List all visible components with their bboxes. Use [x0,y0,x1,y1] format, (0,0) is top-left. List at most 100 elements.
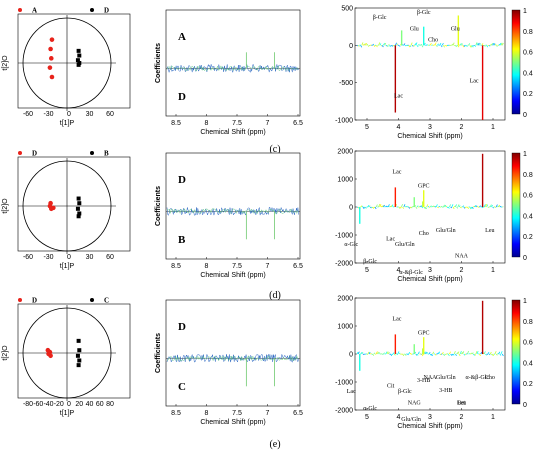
score-x-tick-label: 60 [106,111,114,118]
stocsy-spectrum-segment [500,351,503,355]
loading-x-tick-label: 8.5 [171,410,181,417]
stocsy-spectrum-segment [458,44,461,46]
score-point [49,74,55,80]
stocsy-spectrum-segment [459,206,462,209]
legend-label: D [32,150,37,158]
stocsy-spectrum-segment [378,352,381,355]
stocsy-spectrum-segment [491,204,493,208]
stocsy-x-tick-label: 2 [460,414,464,421]
score-point [46,350,52,356]
score-x-tick-label: 80 [106,401,114,408]
stocsy-spectrum-segment [421,353,424,357]
stocsy-spectrum-segment [413,45,415,47]
stocsy-spectrum-segment [421,206,424,209]
loading-x-tick-label: 8.5 [171,263,181,270]
stocsy-x-tick-label: 2 [460,124,464,131]
stocsy-spectrum-segment [383,352,385,355]
stocsy-spectrum-segment [450,206,453,209]
stocsy-annotation: Cit [387,384,395,390]
stocsy-spectrum-segment [386,351,389,355]
loading-x-tick-label: 6.5 [293,410,303,417]
score-point [77,211,82,216]
stocsy-spectrum-segment [453,205,456,208]
stocsy-spectrum-segment [440,45,443,48]
stocsy-spectrum-segment [481,206,484,209]
stocsy-spectrum-segment [434,42,437,46]
stocsy-annotation: NAG [408,400,422,406]
colorbar-tick-label: 0 [523,255,527,262]
stocsy-spectrum-segment [379,203,382,208]
score-point [76,363,81,368]
loading-trace-blue [166,353,299,363]
stocsy-spectrum-segment [429,43,432,46]
stocsy-spectrum-segment [461,43,463,46]
score-x-tick-label: 60 [106,254,114,261]
stocsy-spectrum-segment [463,353,466,356]
stocsy-x-axis-label: Chemical Shift (ppm) [397,423,462,430]
stocsy-spectrum-segment [385,44,388,47]
stocsy-spectrum-segment [469,45,472,48]
stocsy-spectrum-segment [434,353,437,356]
stocsy-spectrum-segment [441,42,444,46]
stocsy-spectrum-segment [373,206,376,209]
stocsy-spectrum-segment [409,206,412,209]
stocsy-spectrum-segment [423,206,426,210]
stocsy-spectrum-segment [475,351,478,355]
stocsy-spectrum-segment [374,206,377,210]
stocsy-spectrum-segment [390,205,393,208]
colorbar-tick-label: 0.2 [523,234,533,241]
stocsy-spectrum-segment [479,353,481,357]
stocsy-x-axis-label: Chemical Shift (ppm) [397,133,462,140]
stocsy-y-tick-label: -1000 [335,118,353,125]
stocsy-spectrum-segment [398,206,401,209]
stocsy-spectrum-segment [445,205,448,208]
stocsy-spectrum-segment [475,42,478,46]
stocsy-spectrum-segment [372,353,375,356]
stocsy-spectrum-segment [423,351,426,355]
panel-caption: (c) [269,144,280,155]
stocsy-spectrum-segment [401,204,403,208]
stocsy-spectrum-segment [458,353,461,357]
stocsy-spectrum-segment [365,42,367,46]
stocsy-annotation: Cho [419,231,429,237]
stocsy-annotation: β-Glc [373,15,387,21]
score-x-tick-label: -60 [23,254,33,261]
stocsy-y-tick-label: 0 [349,43,353,50]
stocsy-spectrum-segment [375,204,378,208]
stocsy-spectrum-segment [456,206,459,209]
stocsy-spectrum-segment [475,205,478,208]
stocsy-annotation: Cho [428,38,438,44]
stocsy-spectrum-segment [417,351,420,355]
stocsy-spectrum-segment [421,45,424,48]
stocsy-spectrum-segment [471,352,474,355]
stocsy-spectrum-segment [450,353,453,356]
stocsy-spectrum-segment [365,206,367,209]
stocsy-y-tick-label: -2000 [335,408,353,415]
stocsy-spectrum-segment [391,353,394,355]
loading-trace-green [166,208,299,215]
stocsy-spectrum-segment [389,205,391,208]
stocsy-y-tick-label: -1000 [335,233,353,240]
stocsy-spectrum-segment [455,45,457,48]
stocsy-spectrum-segment [500,42,503,46]
stocsy-spectrum-segment [412,206,414,208]
stocsy-spectrum-segment [492,206,495,209]
stocsy-spectrum-segment [487,206,490,208]
score-x-tick-label: -80 [23,401,33,408]
stocsy-spectrum-segment [474,45,477,47]
stocsy-spectrum-segment [486,45,489,48]
stocsy-spectrum-segment [489,351,492,355]
score-point [76,48,81,53]
score-point [47,65,53,70]
stocsy-spectrum-segment [491,353,493,356]
stocsy-spectrum-segment [398,45,401,47]
legend-label: A [32,7,37,15]
score-point [77,358,82,363]
score-frame [17,156,131,252]
loading-x-tick-label: 8 [205,410,209,417]
stocsy-plot: 2000 1000 0 -1000 -2000 5 4 3 2 1 Chemical Shift (… [335,296,533,431]
stocsy-annotation: β-Glc [363,259,377,265]
stocsy-spectrum-segment [457,204,460,208]
stocsy-spectrum-segment [444,44,446,47]
stocsy-spectrum-segment [446,206,449,209]
